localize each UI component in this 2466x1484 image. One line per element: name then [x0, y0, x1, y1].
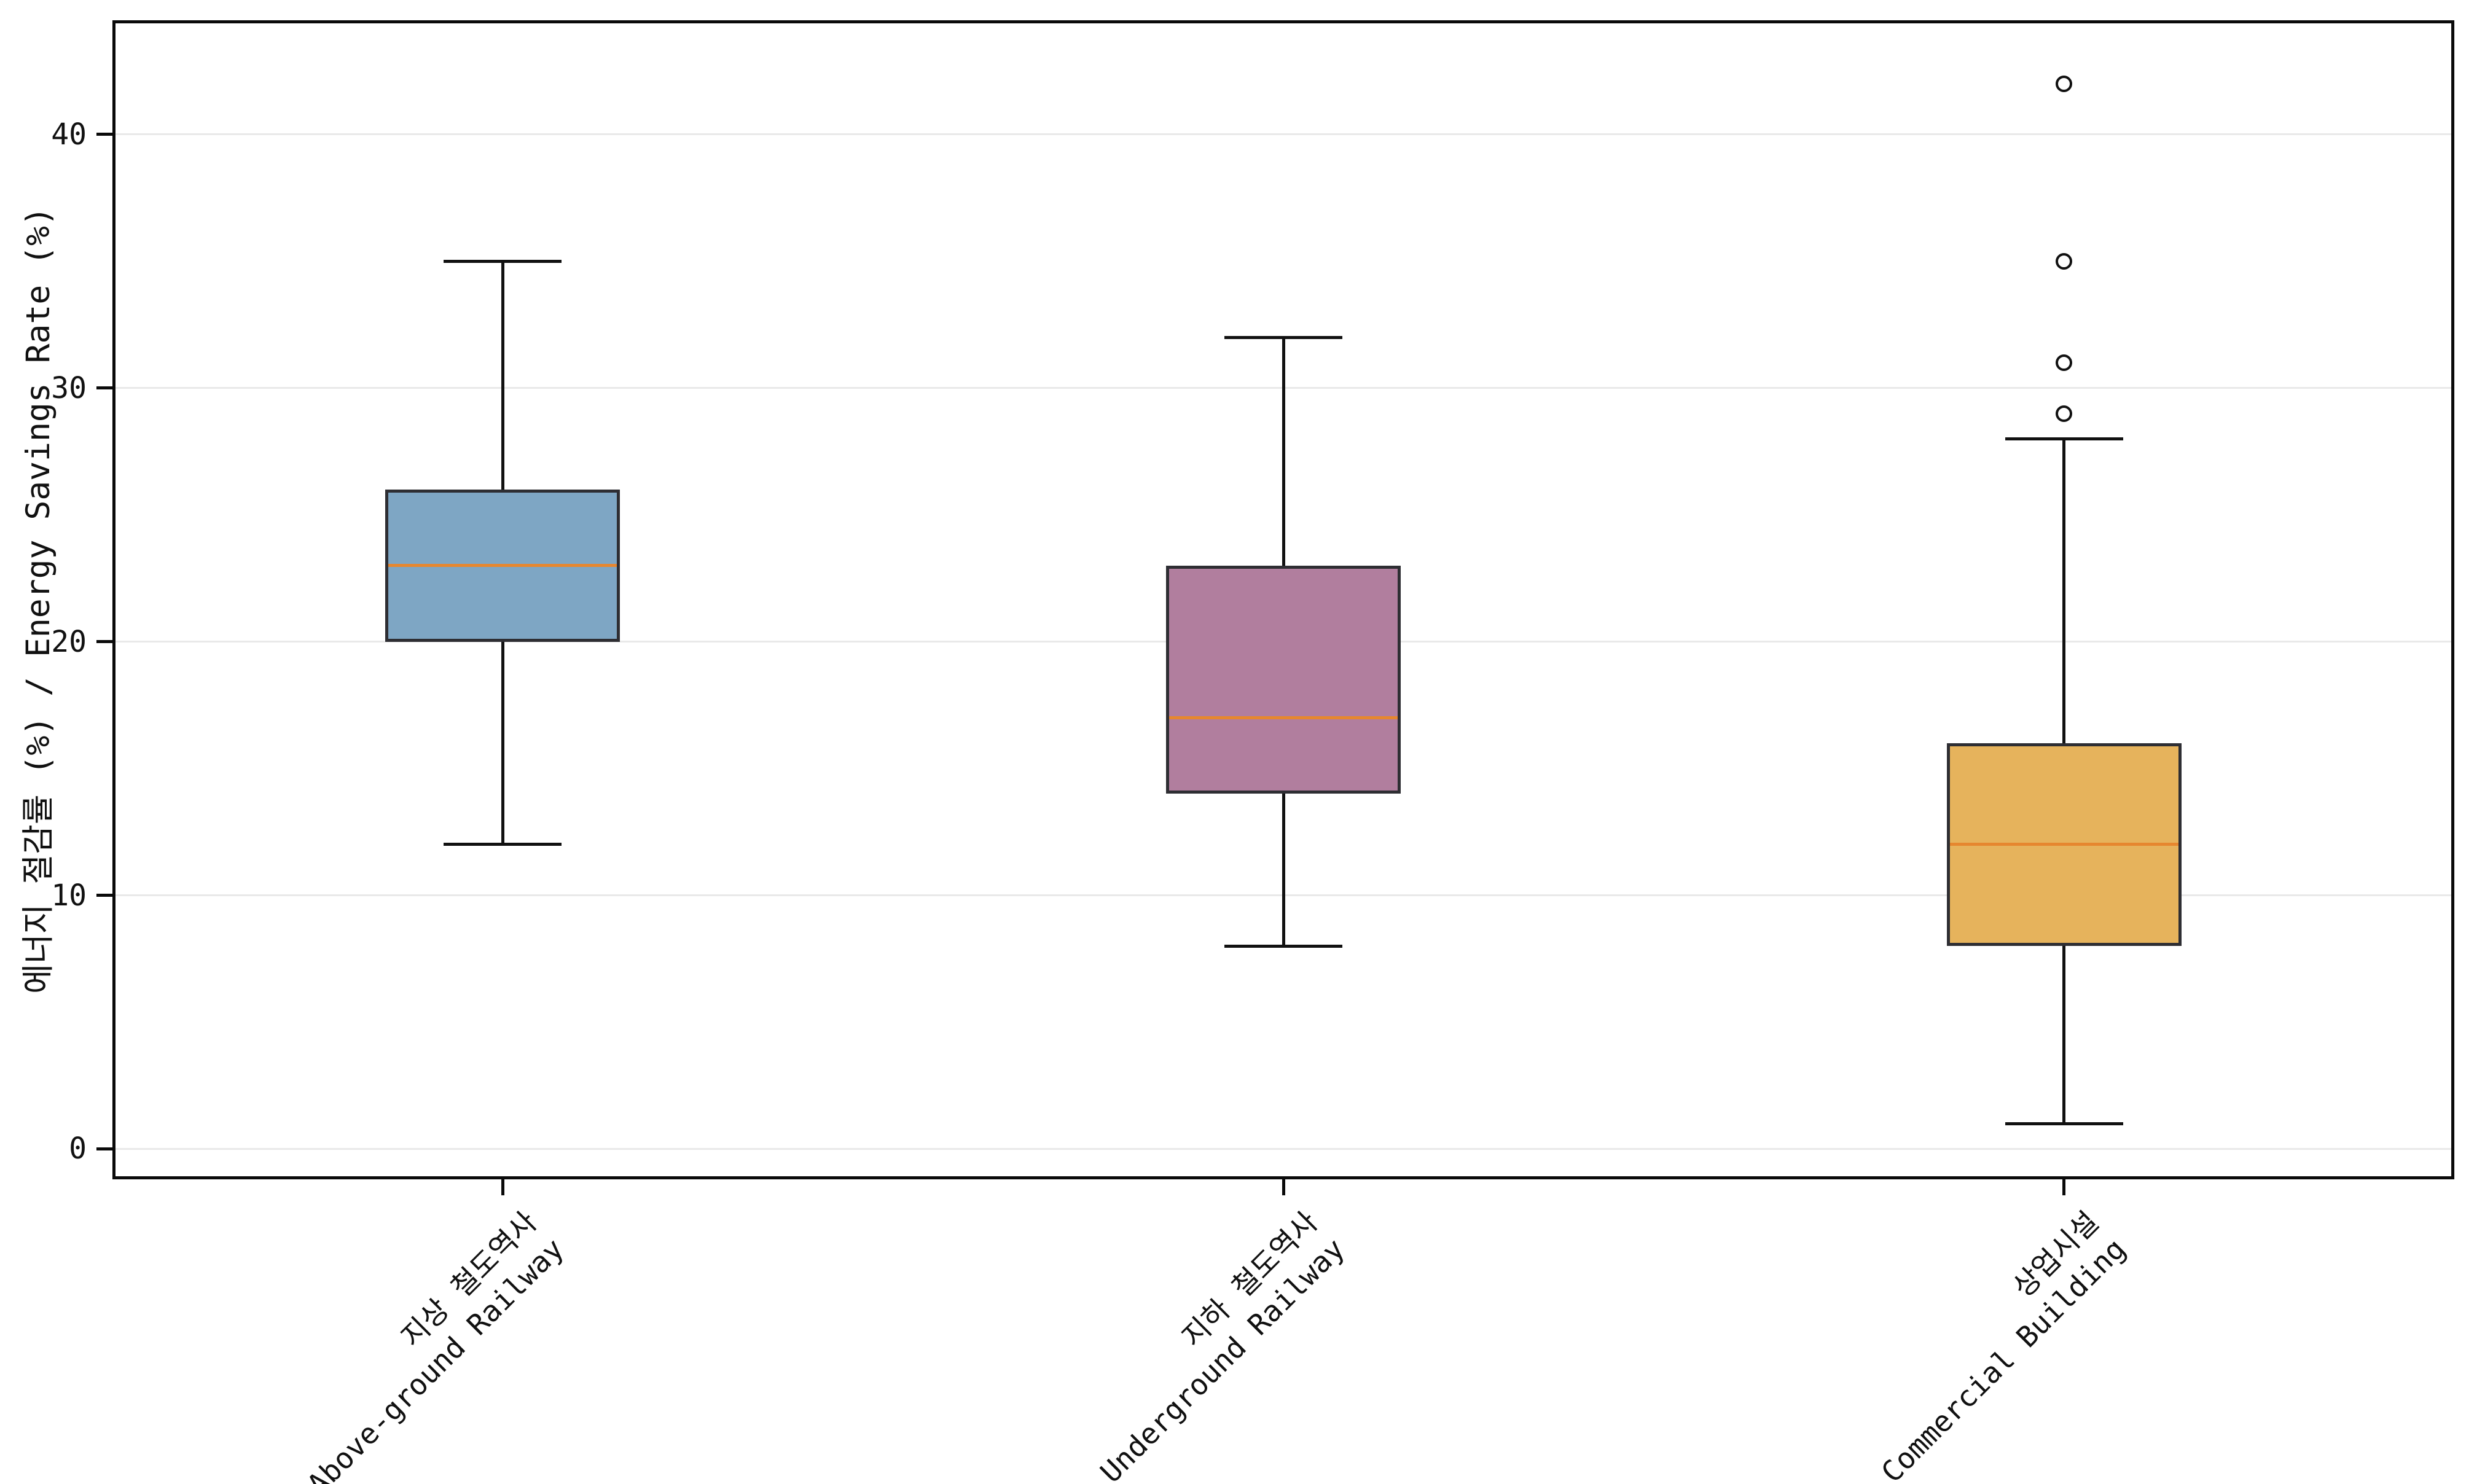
y-tick-label-10: 10 — [51, 878, 87, 913]
whisker-lower-stem — [2062, 946, 2066, 1124]
whisker-upper-stem — [1282, 337, 1285, 566]
whisker-lower-stem — [1282, 794, 1285, 947]
x-tick-0 — [501, 1179, 504, 1195]
outlier-point — [2056, 75, 2073, 92]
median-line — [1169, 716, 1398, 719]
y-tick-label-20: 20 — [51, 624, 87, 659]
x-label-korean: 지하 철도역사 — [1175, 1205, 1325, 1354]
whisker-cap-max — [2005, 437, 2123, 440]
y-tick-40 — [96, 133, 112, 136]
whisker-cap-min — [444, 843, 562, 846]
y-tick-30 — [96, 386, 112, 390]
x-label-korean: 지상 철도역사 — [394, 1205, 544, 1354]
x-label-english: Commercial Building — [1874, 1232, 2132, 1484]
x-label-english: Underground Railway — [1094, 1232, 1352, 1484]
whisker-lower-stem — [501, 641, 504, 845]
whisker-cap-max — [444, 259, 562, 263]
outlier-point — [2056, 405, 2073, 422]
median-line — [388, 564, 617, 568]
gridline-y40 — [112, 133, 2454, 136]
gridline-y0 — [112, 1147, 2454, 1150]
x-label-korean: 상업시설 — [2006, 1205, 2105, 1305]
y-tick-label-40: 40 — [51, 117, 87, 152]
y-tick-10 — [96, 894, 112, 897]
median-line — [1949, 843, 2178, 846]
outlier-point — [2056, 252, 2073, 270]
x-tick-2 — [2062, 1179, 2066, 1195]
y-tick-label-30: 30 — [51, 370, 87, 405]
x-label-english: Above-ground Railway — [301, 1232, 571, 1484]
y-tick-20 — [96, 640, 112, 644]
x-tick-1 — [1282, 1179, 1285, 1195]
x-category-label: 지상 철도역사 Above-ground Railway — [273, 1204, 573, 1484]
y-tick-0 — [96, 1147, 112, 1150]
x-category-label: 상업시설 Commercial Building — [1846, 1204, 2134, 1484]
whisker-upper-stem — [2062, 439, 2066, 743]
whisker-cap-min — [2005, 1122, 2123, 1125]
outlier-point — [2056, 354, 2073, 371]
whisker-cap-max — [1224, 335, 1342, 339]
whisker-upper-stem — [501, 261, 504, 490]
y-tick-label-0: 0 — [69, 1131, 87, 1166]
x-category-label: 지하 철도역사 Underground Railway — [1066, 1204, 1353, 1484]
box-iqr — [1166, 565, 1401, 794]
whisker-cap-min — [1224, 944, 1342, 948]
